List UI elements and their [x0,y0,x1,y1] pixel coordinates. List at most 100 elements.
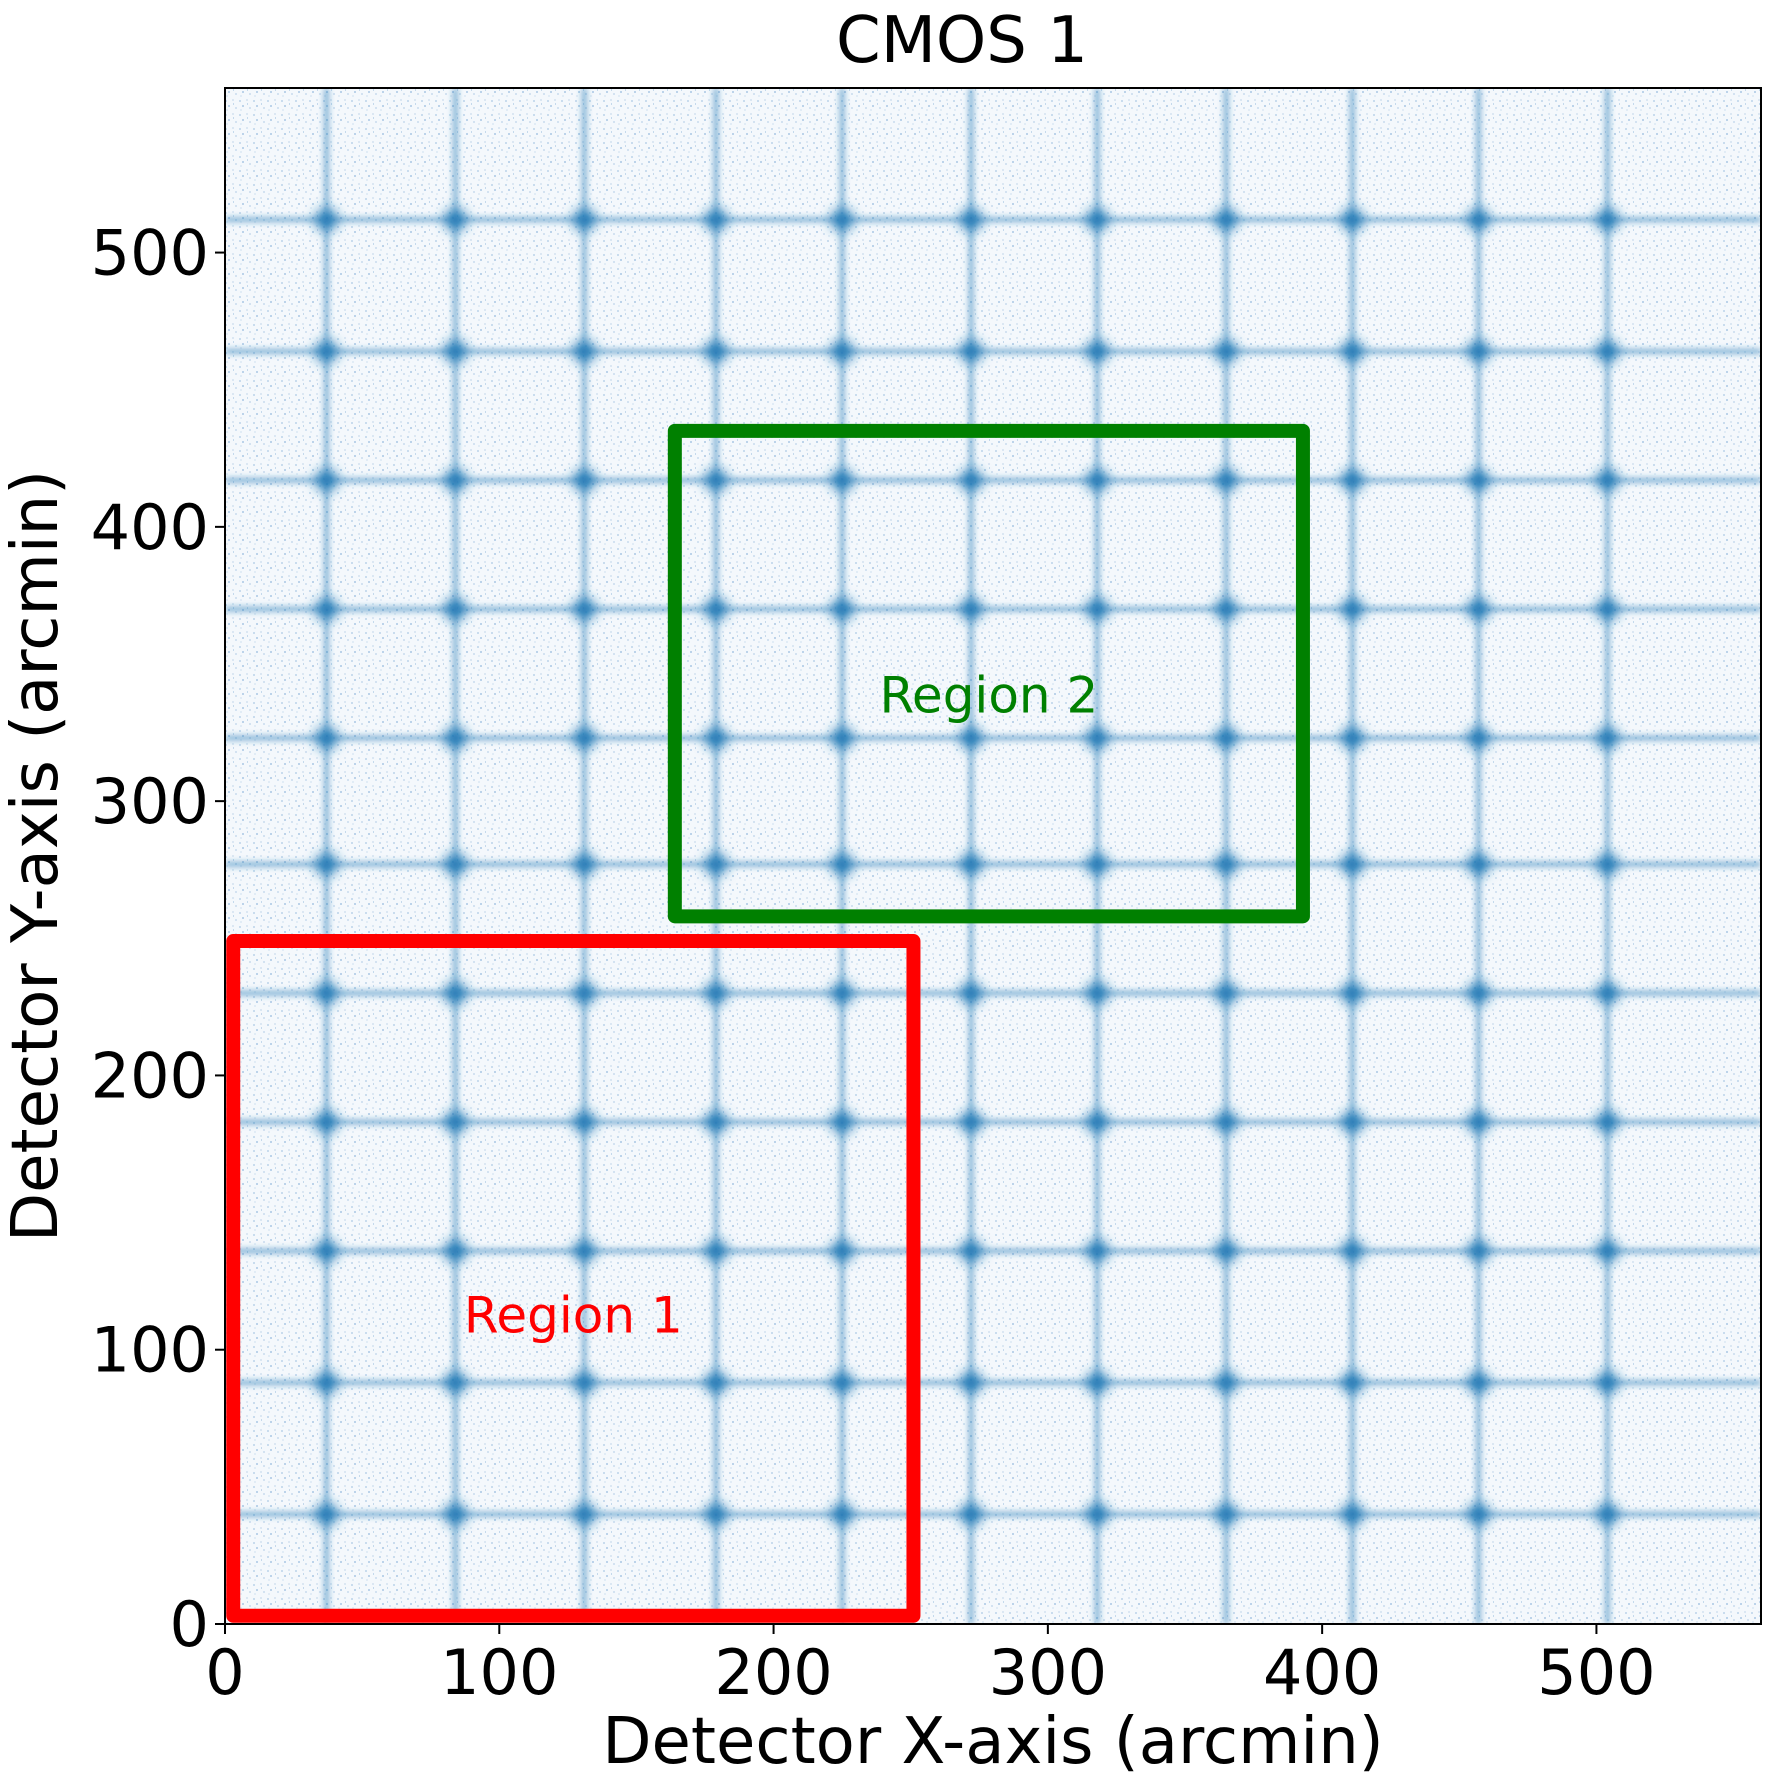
intersection-spot [315,208,338,231]
intersection-spot [315,853,338,876]
intersection-spot [1467,982,1490,1005]
intersection-spot [831,853,854,876]
intersection-spot [704,469,727,492]
intersection-spot [315,1111,338,1134]
intersection-spot [831,469,854,492]
intersection-spot [444,1111,467,1134]
intersection-spot [960,1239,983,1262]
intersection-spot [573,598,596,621]
intersection-spot [1215,1111,1238,1134]
intersection-spot [573,727,596,750]
intersection-spot [831,982,854,1005]
intersection-spot [1215,1503,1238,1526]
intersection-spot [573,1503,596,1526]
y-tick-label: 400 [91,491,209,564]
intersection-spot [1215,598,1238,621]
intersection-spot [960,853,983,876]
intersection-spot [831,598,854,621]
y-tick-label: 500 [91,217,209,290]
region-label: Region 2 [879,666,1098,724]
intersection-spot [704,598,727,621]
intersection-spot [1341,1111,1364,1134]
intersection-spot [1596,340,1619,363]
intersection-spot [1341,982,1364,1005]
intersection-spot [1467,208,1490,231]
intersection-spot [1086,340,1109,363]
intersection-spot [1596,1503,1619,1526]
intersection-spot [315,982,338,1005]
intersection-spot [704,1503,727,1526]
region-label: Region 1 [464,1286,683,1344]
region-box [226,934,921,1623]
intersection-spot [444,208,467,231]
intersection-spot [444,1239,467,1262]
intersection-spot [831,1503,854,1526]
intersection-spot [444,340,467,363]
intersection-spot [831,727,854,750]
plot-area [225,88,1761,1624]
intersection-spot [444,1503,467,1526]
intersection-spot [1596,1371,1619,1394]
intersection-spot [1086,1503,1109,1526]
intersection-spot [1086,727,1109,750]
intersection-spot [315,1371,338,1394]
intersection-spot [1086,469,1109,492]
intersection-spot [1215,340,1238,363]
intersection-spot [1215,853,1238,876]
y-tick-label: 0 [170,1588,209,1661]
intersection-spot [1467,1371,1490,1394]
intersection-spot [1215,1239,1238,1262]
intersection-spot [573,208,596,231]
intersection-spot [1596,208,1619,231]
intersection-spot [573,1239,596,1262]
intersection-spot [573,1111,596,1134]
intersection-spot [444,598,467,621]
intersection-spot [1086,208,1109,231]
intersection-spot [1467,727,1490,750]
intersection-spot [831,340,854,363]
y-tick-label: 100 [91,1314,209,1387]
y-axis-label: Detector Y-axis (arcmin) [0,470,73,1242]
intersection-spot [1086,1239,1109,1262]
intersection-spot [1596,469,1619,492]
x-tick-label: 400 [1263,1636,1381,1709]
intersection-spot [315,1503,338,1526]
intersection-spot [960,340,983,363]
x-tick-label: 500 [1537,1636,1655,1709]
intersection-spot [1467,598,1490,621]
intersection-spot [1215,1371,1238,1394]
x-axis-label: Detector X-axis (arcmin) [602,1705,1383,1779]
region-box [667,423,1310,924]
intersection-spot [1596,982,1619,1005]
intersection-spot [704,208,727,231]
intersection-spot [1467,853,1490,876]
plot-frame [224,87,1762,1625]
intersection-spot [1341,208,1364,231]
intersection-spot [1467,1111,1490,1134]
x-tick-label: 0 [205,1636,244,1709]
intersection-spot [573,469,596,492]
intersection-spot [1086,853,1109,876]
intersection-spot [573,853,596,876]
intersection-spot [1341,853,1364,876]
intersection-spot [315,340,338,363]
x-tick-label: 200 [714,1636,832,1709]
intersection-spot [1215,727,1238,750]
intersection-spot [315,727,338,750]
intersection-spot [960,1111,983,1134]
intersection-spot [704,1371,727,1394]
intersection-spot [831,1239,854,1262]
intersection-spot [1086,1111,1109,1134]
intersection-spot [1341,598,1364,621]
intersection-spot [1341,1239,1364,1262]
intersection-spot [315,598,338,621]
intersection-spot [1086,598,1109,621]
intersection-spot [1467,1239,1490,1262]
plot-background [225,88,1761,1624]
intersection-spot [704,982,727,1005]
intersection-spot [831,1111,854,1134]
intersection-spot [704,1111,727,1134]
intersection-spot [1341,340,1364,363]
y-tick-label: 200 [91,1039,209,1112]
intersection-spot [1086,1371,1109,1394]
